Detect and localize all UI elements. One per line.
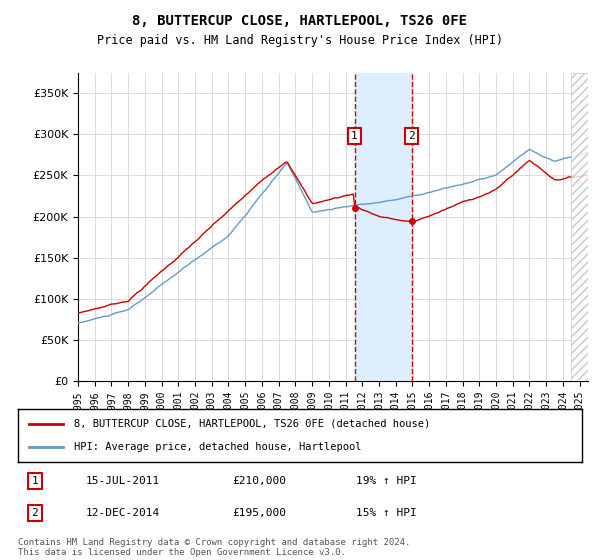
Text: 2: 2 [32,508,38,518]
Text: Contains HM Land Registry data © Crown copyright and database right 2024.
This d: Contains HM Land Registry data © Crown c… [18,538,410,557]
Text: 8, BUTTERCUP CLOSE, HARTLEPOOL, TS26 0FE: 8, BUTTERCUP CLOSE, HARTLEPOOL, TS26 0FE [133,14,467,28]
Text: 8, BUTTERCUP CLOSE, HARTLEPOOL, TS26 0FE (detached house): 8, BUTTERCUP CLOSE, HARTLEPOOL, TS26 0FE… [74,419,431,429]
Text: 15% ↑ HPI: 15% ↑ HPI [356,508,417,518]
Text: 1: 1 [351,131,358,141]
Text: 1: 1 [32,476,38,486]
Bar [355,73,412,381]
Text: HPI: Average price, detached house, Hartlepool: HPI: Average price, detached house, Hart… [74,442,362,452]
Text: Price paid vs. HM Land Registry's House Price Index (HPI): Price paid vs. HM Land Registry's House … [97,34,503,46]
Text: 2: 2 [408,131,415,141]
Text: 19% ↑ HPI: 19% ↑ HPI [356,476,417,486]
Text: 15-JUL-2011: 15-JUL-2011 [86,476,160,486]
Bar [571,73,588,381]
Text: £210,000: £210,000 [232,476,286,486]
Text: 12-DEC-2014: 12-DEC-2014 [86,508,160,518]
Text: £195,000: £195,000 [232,508,286,518]
